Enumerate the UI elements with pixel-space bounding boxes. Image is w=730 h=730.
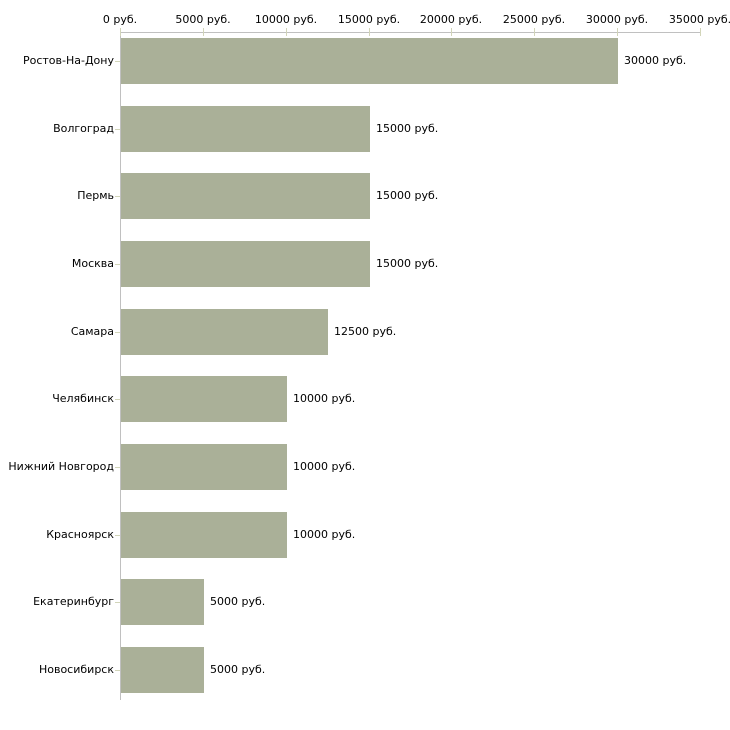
x-axis-tick-label: 5000 руб. bbox=[175, 13, 231, 26]
bar bbox=[121, 38, 618, 84]
value-label: 30000 руб. bbox=[624, 54, 687, 67]
x-axis-tick-mark bbox=[203, 28, 204, 36]
x-axis-tick-mark bbox=[120, 28, 121, 36]
category-label: Красноярск bbox=[46, 528, 114, 541]
x-axis-tick-label: 0 руб. bbox=[102, 13, 138, 26]
bar bbox=[121, 512, 287, 558]
y-axis-tick-mark bbox=[115, 264, 120, 265]
x-axis-line bbox=[120, 32, 701, 33]
x-axis-tick-label: 20000 руб. bbox=[419, 13, 483, 26]
bar bbox=[121, 309, 328, 355]
category-label: Екатеринбург bbox=[33, 595, 114, 608]
x-axis-tick-label: 15000 руб. bbox=[337, 13, 401, 26]
value-label: 12500 руб. bbox=[334, 325, 397, 338]
bar bbox=[121, 579, 204, 625]
y-axis-tick-mark bbox=[115, 399, 120, 400]
value-label: 15000 руб. bbox=[376, 122, 439, 135]
bar bbox=[121, 647, 204, 693]
category-label: Нижний Новгород bbox=[8, 460, 114, 473]
y-axis-tick-mark bbox=[115, 332, 120, 333]
x-axis-tick-mark bbox=[617, 28, 618, 36]
x-axis-tick-mark bbox=[451, 28, 452, 36]
x-axis-tick-mark bbox=[286, 28, 287, 36]
y-axis-line bbox=[120, 32, 121, 700]
bar bbox=[121, 376, 287, 422]
y-axis-tick-mark bbox=[115, 196, 120, 197]
x-axis-tick-mark bbox=[369, 28, 370, 36]
value-label: 5000 руб. bbox=[210, 595, 266, 608]
bar bbox=[121, 444, 287, 490]
x-axis-tick-mark bbox=[534, 28, 535, 36]
x-axis-tick-label: 25000 руб. bbox=[502, 13, 566, 26]
bar bbox=[121, 241, 370, 287]
value-label: 10000 руб. bbox=[293, 392, 356, 405]
category-label: Пермь bbox=[77, 189, 114, 202]
value-label: 15000 руб. bbox=[376, 257, 439, 270]
x-axis-tick-label: 35000 руб. bbox=[668, 13, 730, 26]
category-label: Новосибирск bbox=[38, 663, 114, 676]
value-label: 10000 руб. bbox=[293, 528, 356, 541]
category-label: Самара bbox=[70, 325, 114, 338]
y-axis-tick-mark bbox=[115, 602, 120, 603]
value-label: 10000 руб. bbox=[293, 460, 356, 473]
y-axis-tick-mark bbox=[115, 129, 120, 130]
category-label: Ростов-На-Дону bbox=[22, 54, 114, 67]
category-label: Челябинск bbox=[52, 392, 114, 405]
y-axis-tick-mark bbox=[115, 670, 120, 671]
y-axis-tick-mark bbox=[115, 61, 120, 62]
value-label: 15000 руб. bbox=[376, 189, 439, 202]
y-axis-tick-mark bbox=[115, 535, 120, 536]
value-label: 5000 руб. bbox=[210, 663, 266, 676]
x-axis-tick-mark bbox=[700, 28, 701, 36]
category-label: Москва bbox=[71, 257, 114, 270]
bar bbox=[121, 173, 370, 219]
category-label: Волгоград bbox=[53, 122, 114, 135]
x-axis-tick-label: 10000 руб. bbox=[254, 13, 318, 26]
x-axis-tick-label: 30000 руб. bbox=[585, 13, 649, 26]
bar bbox=[121, 106, 370, 152]
y-axis-tick-mark bbox=[115, 467, 120, 468]
